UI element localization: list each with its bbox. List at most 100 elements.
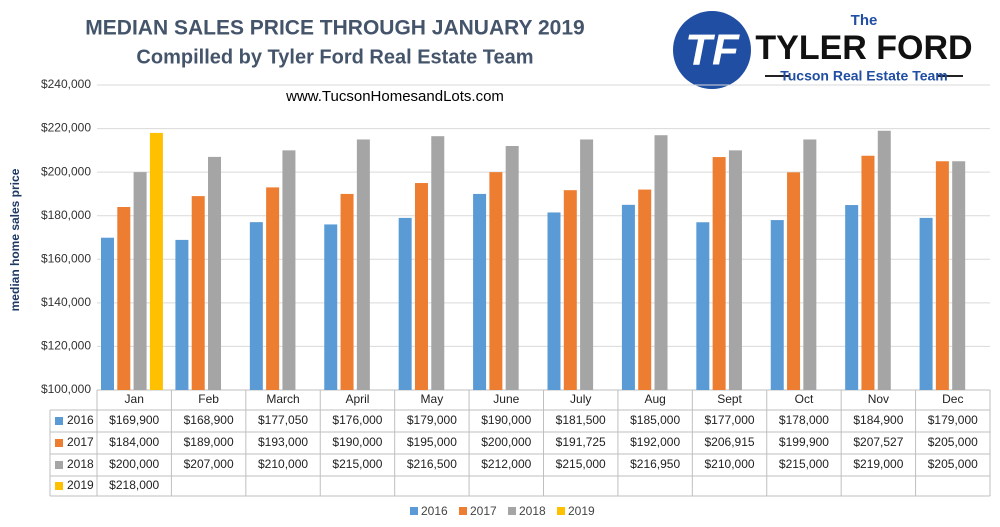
table-series-name: 2019 (67, 478, 94, 492)
table-cell: $177,000 (705, 413, 755, 427)
table-legend-swatch (55, 461, 63, 469)
table-cell: $179,000 (928, 413, 978, 427)
bar (770, 220, 784, 390)
table-cell: $205,000 (928, 457, 978, 471)
logo-initials: TF (685, 26, 740, 75)
bar (340, 193, 354, 390)
table-legend-swatch (55, 439, 63, 447)
table-cell: $168,900 (184, 413, 234, 427)
bar (266, 187, 280, 390)
table-cell: $184,000 (109, 435, 159, 449)
table-cell: $177,050 (258, 413, 308, 427)
x-tick-label: July (570, 392, 591, 406)
table-cell: $200,000 (109, 457, 159, 471)
bar (101, 237, 114, 390)
bar (249, 222, 263, 390)
table-cell: $219,000 (853, 457, 903, 471)
y-tick-label: $240,000 (41, 77, 91, 91)
x-tick-label: Jan (125, 392, 144, 406)
bar (473, 193, 487, 390)
bar (845, 205, 859, 390)
table-cell: $205,000 (928, 435, 978, 449)
table-cell: $206,915 (705, 435, 755, 449)
logo-name: TYLER FORD (755, 29, 972, 67)
bar (638, 189, 652, 390)
table-legend-swatch (55, 482, 63, 490)
x-tick-label: Dec (942, 392, 963, 406)
x-tick-label: April (345, 392, 369, 406)
legend-label: 2016 (421, 504, 448, 518)
x-tick-label: Sept (717, 392, 742, 406)
bar (282, 150, 296, 390)
table-cell: $179,000 (407, 413, 457, 427)
table-cell: $210,000 (258, 457, 308, 471)
table-cell: $191,725 (556, 435, 606, 449)
table-cell: $184,900 (853, 413, 903, 427)
bar (563, 190, 577, 390)
table-cell: $207,527 (853, 435, 903, 449)
legend-swatch (557, 507, 565, 515)
logo-circle (673, 11, 751, 89)
bar (787, 172, 801, 390)
bar (861, 155, 875, 390)
legend-label: 2017 (470, 504, 497, 518)
y-tick-label: $200,000 (41, 164, 91, 178)
table-cell: $215,000 (332, 457, 382, 471)
legend-label: 2019 (568, 504, 595, 518)
bar (803, 139, 817, 390)
table-cell: $195,000 (407, 435, 457, 449)
x-tick-label: Nov (868, 392, 889, 406)
x-tick-label: Oct (795, 392, 814, 406)
annotation: www.TucsonHomesandLots.com (285, 88, 504, 105)
logo-tagline: Tucson Real Estate Team (780, 68, 948, 84)
bar (324, 224, 338, 390)
y-tick-label: $180,000 (41, 208, 91, 222)
logo-the: The (851, 12, 878, 29)
bar (621, 204, 635, 390)
bar (398, 217, 412, 390)
x-tick-label: Aug (644, 392, 665, 406)
bar (952, 161, 966, 390)
bar (505, 146, 519, 390)
y-tick-label: $220,000 (41, 121, 91, 135)
bar (149, 132, 163, 390)
table-cell: $200,000 (481, 435, 531, 449)
chart-title: MEDIAN SALES PRICE THROUGH JANUARY 2019 (85, 17, 584, 40)
bar (175, 239, 189, 390)
y-tick-label: $140,000 (41, 295, 91, 309)
table-cell: $192,000 (630, 435, 680, 449)
legend-swatch (508, 507, 516, 515)
bar (208, 156, 222, 390)
y-tick-label: $160,000 (41, 251, 91, 265)
bar (919, 217, 933, 390)
bar (935, 161, 949, 390)
bar (712, 157, 726, 390)
table-cell: $218,000 (109, 478, 159, 492)
chart-subtitle: Compilled by Tyler Ford Real Estate Team (136, 46, 533, 68)
table-cell: $215,000 (556, 457, 606, 471)
table-cell: $178,000 (779, 413, 829, 427)
table-cell: $169,900 (109, 413, 159, 427)
bar (728, 150, 742, 390)
bar (580, 139, 594, 390)
bar (654, 135, 668, 390)
bar (133, 172, 147, 390)
table-cell: $181,500 (556, 413, 606, 427)
table-cell: $199,900 (779, 435, 829, 449)
x-tick-label: June (493, 392, 519, 406)
table-cell: $193,000 (258, 435, 308, 449)
bar (356, 139, 370, 390)
logo: TF The TYLER FORD Tucson Real Estate Tea… (673, 11, 973, 89)
y-tick-label: $100,000 (41, 382, 91, 396)
table-cell: $216,500 (407, 457, 457, 471)
bar (117, 207, 131, 390)
bar (431, 136, 445, 390)
table-cell: $215,000 (779, 457, 829, 471)
y-tick-label: $120,000 (41, 339, 91, 353)
x-tick-label: May (421, 392, 444, 406)
table-cell: $216,950 (630, 457, 680, 471)
bar (877, 130, 891, 390)
table-series-name: 2017 (67, 435, 94, 449)
legend-swatch (459, 507, 467, 515)
